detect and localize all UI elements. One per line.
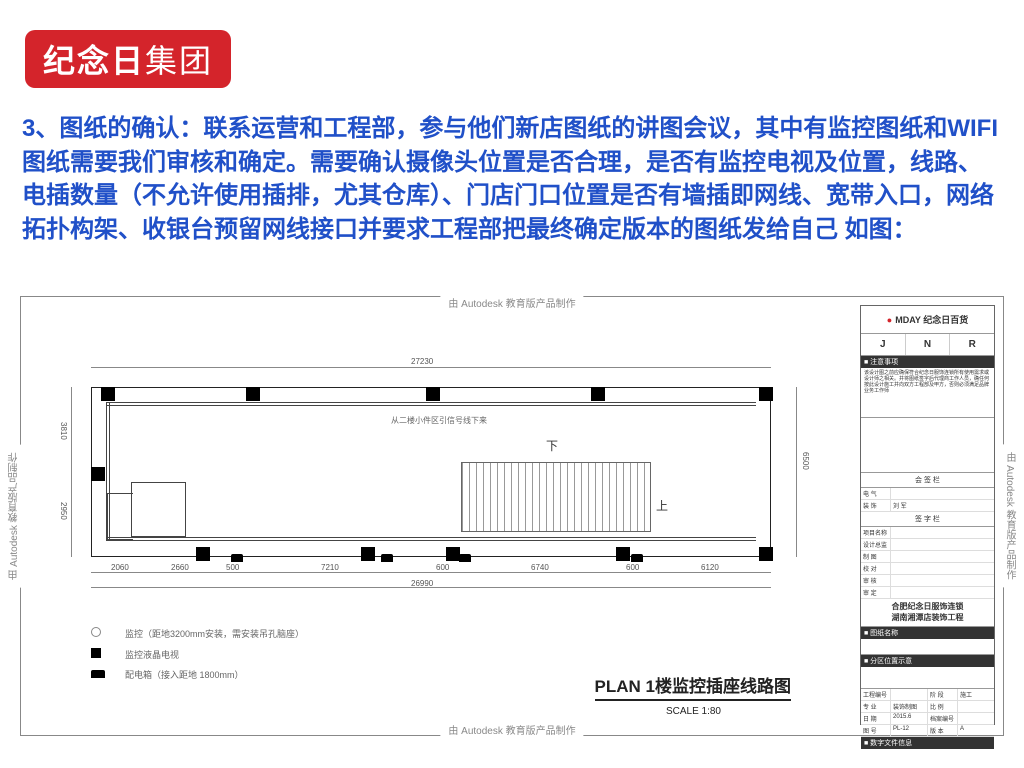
jnr-j: J — [861, 334, 906, 355]
tb-dwg-title: ■ 图纸名称 — [861, 627, 994, 639]
tb-logo: ●MDAY 纪念日百货 — [861, 306, 994, 334]
stair-hatch — [461, 462, 651, 532]
socket-marker — [631, 554, 643, 562]
camera-marker — [759, 547, 773, 561]
main-paragraph: 3、图纸的确认：联系运营和工程部，参与他们新店图纸的讲图会议，其中有监控图纸和W… — [22, 112, 1002, 246]
tb-logo-text: MDAY 纪念日百货 — [895, 313, 968, 326]
company-logo-badge: 纪念日集团 — [25, 30, 231, 88]
dim-line-right — [796, 387, 797, 557]
camera-marker — [446, 547, 460, 561]
table-row: 制 图 — [861, 551, 994, 563]
table-row: 日 期2015.6档案编号 — [861, 713, 994, 725]
table-row: 专 业装饰制图比 例 — [861, 701, 994, 713]
tv-icon — [91, 647, 115, 663]
dim-top-total: 27230 — [411, 357, 433, 366]
step-block — [131, 482, 186, 537]
title-block: ●MDAY 纪念日百货 J N R ■ 注意事项 该设计图之前应确保符合纪念日服… — [860, 305, 995, 725]
inner-wall-bottom — [106, 537, 756, 541]
table-row: 审 核 — [861, 575, 994, 587]
plan-title: PLAN 1楼监控插座线路图 — [595, 672, 791, 701]
logo-light: 集团 — [145, 43, 213, 79]
socket-marker — [459, 554, 471, 562]
table-row: 图 号PL-12版 本A — [861, 725, 994, 737]
tb-project-name: 合肥纪念日服饰连锁 湖南湘潭店装饰工程 — [861, 599, 994, 627]
table-row: 审 定 — [861, 587, 994, 599]
tb-loc-title: ■ 分区位置示意 — [861, 655, 994, 667]
arrow-up-label: 上 — [656, 497, 668, 514]
dim-b7: 6120 — [701, 563, 719, 572]
camera-marker — [759, 387, 773, 401]
camera-marker — [591, 387, 605, 401]
inner-wall-top — [106, 402, 756, 406]
plan-scale: SCALE 1:80 — [666, 706, 721, 717]
dim-line-left — [71, 387, 72, 557]
socket-marker — [231, 554, 243, 562]
dim-line-top — [91, 367, 771, 368]
dim-line-bottom1 — [91, 572, 771, 573]
camera-marker — [101, 387, 115, 401]
ceiling-note: 从二楼小件区引信号线下来 — [391, 415, 487, 426]
camera-icon — [91, 626, 115, 642]
camera-marker — [196, 547, 210, 561]
tb-digital: ■ 数字文件信息 — [861, 737, 994, 749]
arrow-down-label: 下 — [546, 437, 558, 454]
dim-l0: 2950 — [59, 502, 68, 520]
socket-marker — [381, 554, 393, 562]
tb-notes-title: ■ 注意事项 — [861, 356, 994, 368]
camera-marker — [246, 387, 260, 401]
dim-b0: 2060 — [111, 563, 129, 572]
dim-l1: 3810 — [59, 422, 68, 440]
dim-b3: 7210 — [321, 563, 339, 572]
table-row: 电 气 — [861, 488, 994, 500]
legend-tv-text: 监控液晶电视 — [125, 647, 179, 663]
camera-marker — [426, 387, 440, 401]
legend-cam-text: 监控（距地3200mm安装，需安装吊孔脑座） — [125, 626, 304, 642]
autodesk-watermark-right: 由 Autodesk 教育版产品制作 — [1002, 444, 1017, 587]
table-row: 工程编号阶 段施工 — [861, 689, 994, 701]
jnr-r: R — [950, 334, 994, 355]
legend: 监控（距地3200mm安装，需安装吊孔脑座） 监控液晶电视 配电箱（接入距地 1… — [91, 626, 304, 687]
dim-btotal: 26990 — [411, 579, 433, 588]
tb-sign1-title: 会 签 栏 — [861, 473, 994, 488]
tb-notes-body: 该设计图之前应确保符合纪念日服饰连锁所有使用需求或设计师之相关。并将图纸签字后代… — [861, 368, 994, 418]
socket-icon — [91, 667, 115, 683]
legend-socket-text: 配电箱（接入距地 1800mm） — [125, 667, 244, 683]
legend-cam: 监控（距地3200mm安装，需安装吊孔脑座） — [91, 626, 304, 642]
jnr-n: N — [906, 334, 951, 355]
tb-sign2-title: 签 字 栏 — [861, 512, 994, 527]
dim-r: 6500 — [801, 452, 810, 470]
dim-b4: 600 — [436, 563, 449, 572]
table-row: 设计总监 — [861, 539, 994, 551]
autodesk-watermark-left: 由 Autodesk 教育版产品制作 — [7, 444, 22, 587]
tb-jnr-row: J N R — [861, 334, 994, 356]
floor-plan-area: 下 上 从二楼小件区引信号线下来 27230 2060 2660 500 721… — [31, 307, 851, 727]
dim-b1: 2660 — [171, 563, 189, 572]
table-row: 校 对 — [861, 563, 994, 575]
table-row: 装 饰刘 军 — [861, 500, 994, 512]
camera-marker — [361, 547, 375, 561]
dim-b5: 6740 — [531, 563, 549, 572]
logo-bold: 纪念日 — [43, 43, 145, 79]
floor-outline — [91, 387, 771, 557]
dim-b6: 600 — [626, 563, 639, 572]
dim-b2: 500 — [226, 563, 239, 572]
legend-tv: 监控液晶电视 — [91, 647, 304, 663]
table-row: 项目名称 — [861, 527, 994, 539]
camera-marker — [91, 467, 105, 481]
camera-marker — [616, 547, 630, 561]
cad-drawing-frame: 由 Autodesk 教育版产品制作 由 Autodesk 教育版产品制作 由 … — [20, 296, 1004, 736]
legend-socket: 配电箱（接入距地 1800mm） — [91, 667, 304, 683]
